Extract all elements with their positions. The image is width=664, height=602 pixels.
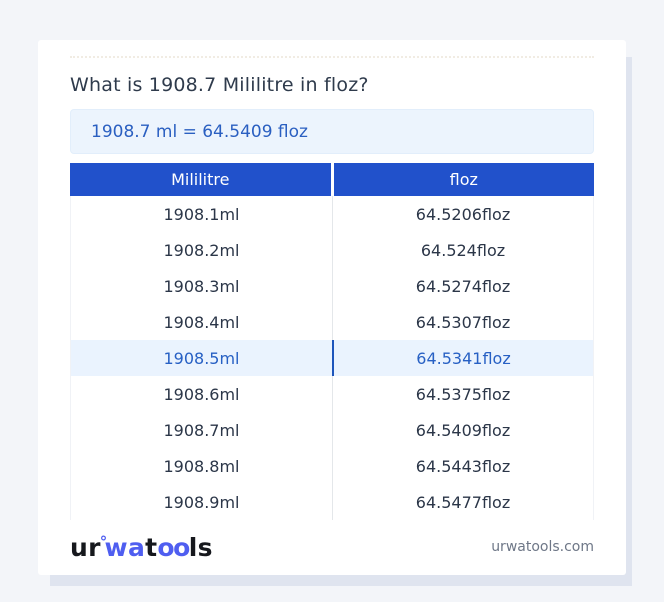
floz-cell: 64.5443floz: [332, 448, 593, 484]
conversion-table: Mililitre floz 1908.1ml 64.5206floz 1908…: [70, 163, 594, 520]
table-row[interactable]: 1908.6ml 64.5375floz: [71, 376, 593, 412]
website-url: urwatools.com: [491, 539, 594, 555]
ml-cell: 1908.3ml: [163, 276, 240, 296]
column-header-mililitre: Mililitre: [70, 163, 331, 196]
floz-cell: 64.5341floz: [332, 340, 593, 376]
table-row[interactable]: 1908.9ml 64.5477floz: [71, 484, 593, 520]
logo-segment-dark: ls: [188, 532, 213, 562]
floz-cell: 64.524floz: [332, 232, 593, 268]
card-footer: ur°watools urwatools.com: [70, 529, 594, 565]
table-row[interactable]: 1908.4ml 64.5307floz: [71, 304, 593, 340]
floz-cell: 64.5307floz: [332, 304, 593, 340]
table-body: 1908.1ml 64.5206floz 1908.2ml 64.524floz…: [70, 196, 594, 520]
page-title: What is 1908.7 Mililitre in floz?: [70, 74, 369, 96]
logo-oo-glasses: oo: [157, 532, 190, 562]
logo-segment-blue: wa: [104, 532, 146, 562]
table-row[interactable]: 1908.2ml 64.524floz: [71, 232, 593, 268]
logo-segment-dark: t: [145, 532, 158, 562]
table-row[interactable]: 1908.8ml 64.5443floz: [71, 448, 593, 484]
ml-cell: 1908.5ml: [163, 348, 240, 368]
table-row[interactable]: 1908.1ml 64.5206floz: [71, 196, 593, 232]
ml-cell: 1908.8ml: [163, 456, 240, 476]
floz-cell: 64.5274floz: [332, 268, 593, 304]
conversion-result-box: 1908.7 ml = 64.5409 floz: [70, 109, 594, 154]
table-row[interactable]: 1908.3ml 64.5274floz: [71, 268, 593, 304]
conversion-result-text: 1908.7 ml = 64.5409 floz: [91, 121, 308, 142]
urwatools-logo[interactable]: ur°watools: [70, 533, 213, 562]
floz-cell: 64.5409floz: [332, 412, 593, 448]
ml-cell: 1908.2ml: [163, 240, 240, 260]
ml-cell: 1908.6ml: [163, 384, 240, 404]
ml-cell: 1908.4ml: [163, 312, 240, 332]
ml-cell: 1908.9ml: [163, 492, 240, 512]
dotted-divider: [70, 56, 594, 58]
column-header-floz: floz: [333, 163, 594, 196]
floz-cell: 64.5477floz: [332, 484, 593, 520]
ml-cell: 1908.1ml: [163, 204, 240, 224]
logo-ring-icon: °: [99, 532, 108, 551]
converter-card: What is 1908.7 Mililitre in floz? 1908.7…: [38, 40, 626, 575]
table-row[interactable]: 1908.7ml 64.5409floz: [71, 412, 593, 448]
table-row-highlighted[interactable]: 1908.5ml 64.5341floz: [71, 340, 593, 376]
floz-cell: 64.5206floz: [332, 196, 593, 232]
logo-segment-dark: ur: [70, 532, 101, 562]
floz-cell: 64.5375floz: [332, 376, 593, 412]
ml-cell: 1908.7ml: [163, 420, 240, 440]
table-header-row: Mililitre floz: [70, 163, 594, 196]
